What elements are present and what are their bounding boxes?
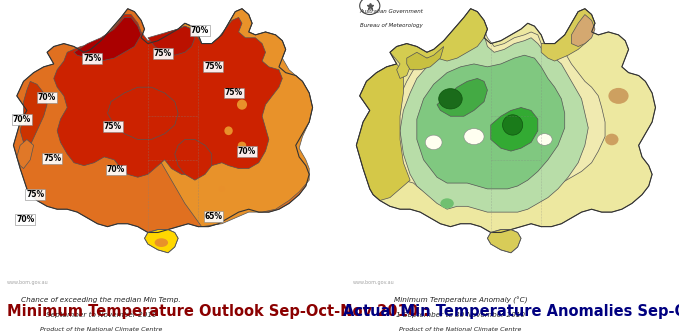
Ellipse shape bbox=[238, 142, 246, 149]
Polygon shape bbox=[400, 29, 588, 212]
Polygon shape bbox=[407, 46, 444, 70]
Text: 70%: 70% bbox=[38, 93, 56, 102]
Polygon shape bbox=[17, 140, 34, 169]
Polygon shape bbox=[151, 9, 312, 227]
Ellipse shape bbox=[464, 129, 484, 145]
Polygon shape bbox=[74, 17, 141, 61]
Polygon shape bbox=[175, 140, 212, 180]
Polygon shape bbox=[54, 14, 282, 177]
Text: Australian Government: Australian Government bbox=[360, 9, 424, 14]
Text: www.bom.gov.au: www.bom.gov.au bbox=[353, 280, 394, 285]
Polygon shape bbox=[572, 14, 595, 46]
Polygon shape bbox=[20, 81, 47, 145]
Polygon shape bbox=[417, 55, 565, 189]
Polygon shape bbox=[488, 229, 521, 253]
Text: 75%: 75% bbox=[204, 62, 223, 71]
Polygon shape bbox=[390, 23, 605, 206]
Text: September to November 2010: September to November 2010 bbox=[45, 312, 156, 318]
Polygon shape bbox=[390, 9, 488, 78]
Ellipse shape bbox=[425, 135, 442, 150]
Text: Product of the National Climate Centre: Product of the National Climate Centre bbox=[399, 327, 521, 332]
Ellipse shape bbox=[224, 126, 233, 135]
Ellipse shape bbox=[441, 198, 454, 208]
Ellipse shape bbox=[237, 100, 247, 110]
Ellipse shape bbox=[537, 134, 552, 145]
Text: 75%: 75% bbox=[225, 89, 242, 98]
Polygon shape bbox=[491, 108, 538, 151]
Ellipse shape bbox=[605, 134, 619, 145]
Ellipse shape bbox=[155, 238, 168, 247]
Ellipse shape bbox=[439, 89, 462, 109]
Text: 70%: 70% bbox=[191, 26, 209, 35]
Polygon shape bbox=[145, 229, 178, 253]
Text: 70%: 70% bbox=[16, 215, 35, 224]
Ellipse shape bbox=[502, 115, 523, 135]
Text: Minimum Temperature Outlook Sep-Oct-Nov 2010 :: Minimum Temperature Outlook Sep-Oct-Nov … bbox=[7, 304, 429, 319]
Text: 75%: 75% bbox=[103, 122, 122, 131]
Polygon shape bbox=[356, 9, 655, 232]
Ellipse shape bbox=[18, 117, 26, 124]
Text: 70%: 70% bbox=[13, 115, 31, 124]
Ellipse shape bbox=[608, 88, 629, 104]
Text: 70%: 70% bbox=[107, 165, 125, 174]
Text: Product of the National Climate Centre: Product of the National Climate Centre bbox=[39, 327, 162, 332]
Ellipse shape bbox=[219, 186, 225, 192]
Text: 70%: 70% bbox=[238, 147, 256, 156]
Text: 75%: 75% bbox=[84, 54, 101, 62]
Text: 75%: 75% bbox=[154, 49, 172, 58]
Text: Actual Min Temperature Anomalies Sep-Oct-Nov 2010: Actual Min Temperature Anomalies Sep-Oct… bbox=[343, 304, 679, 319]
Text: Bureau of Meteorology: Bureau of Meteorology bbox=[360, 23, 422, 28]
Text: Chance of exceeding the median Min Temp.: Chance of exceeding the median Min Temp. bbox=[21, 297, 181, 303]
Text: www.bom.gov.au: www.bom.gov.au bbox=[7, 280, 48, 285]
Polygon shape bbox=[437, 78, 488, 116]
Polygon shape bbox=[107, 87, 178, 140]
Text: 1 September to 30 November 2010: 1 September to 30 November 2010 bbox=[396, 312, 525, 318]
Polygon shape bbox=[541, 9, 595, 61]
Text: 65%: 65% bbox=[204, 212, 223, 221]
Text: 75%: 75% bbox=[43, 154, 61, 163]
Polygon shape bbox=[356, 64, 410, 200]
Text: 75%: 75% bbox=[26, 190, 44, 199]
Text: Minimum Temperature Anomaly (°C): Minimum Temperature Anomaly (°C) bbox=[394, 297, 528, 304]
Polygon shape bbox=[14, 9, 312, 232]
Polygon shape bbox=[148, 26, 195, 55]
